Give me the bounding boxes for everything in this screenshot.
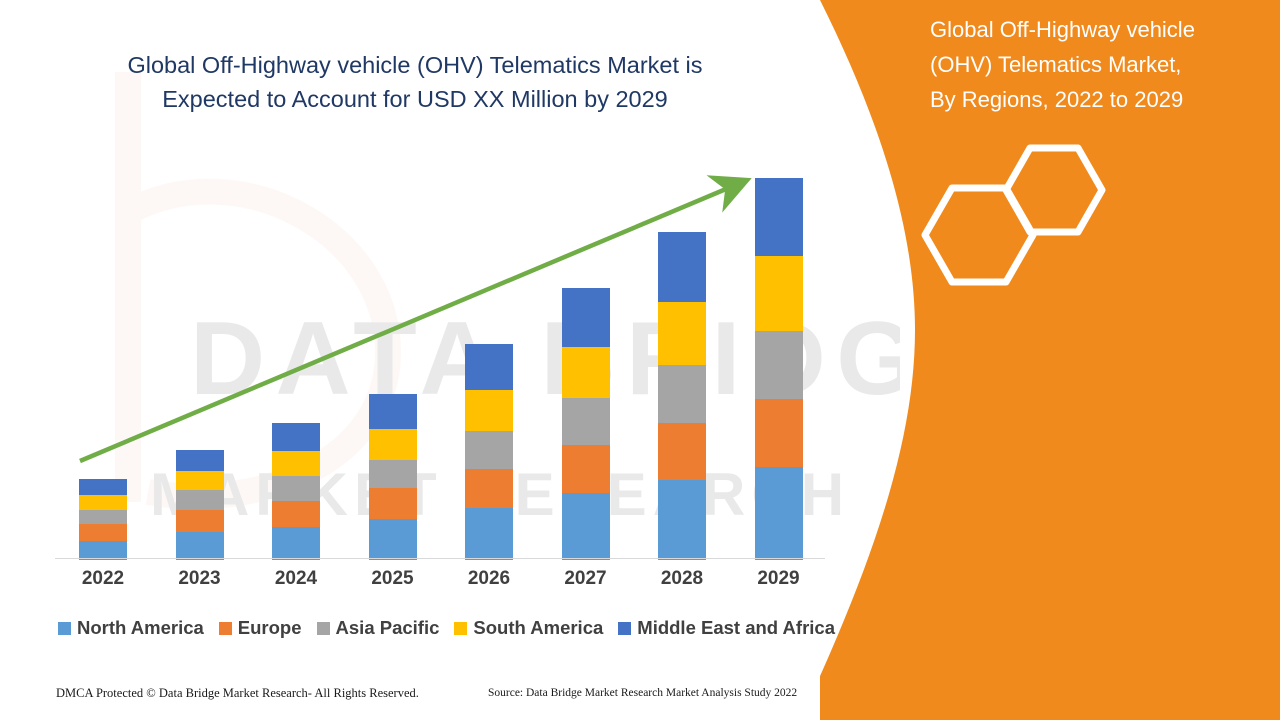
bar-segment-middle-east-and-africa-2024 <box>272 422 320 452</box>
bar-2026 <box>465 343 513 560</box>
bar-segment-south-america-2025 <box>368 428 417 460</box>
bar-segment-north-america-2028 <box>658 480 706 560</box>
bar-segment-asia-pacific-2024 <box>272 475 320 501</box>
x-axis-label-2027: 2027 <box>564 568 607 589</box>
legend-item-middle-east-and-africa[interactable]: Middle East and Africa <box>618 617 835 639</box>
legend-item-europe[interactable]: Europe <box>218 617 302 639</box>
bar-segment-north-america-2023 <box>175 532 224 560</box>
legend-swatch-asia-pacific <box>316 621 330 635</box>
bar-segment-middle-east-and-africa-2022 <box>79 479 127 496</box>
x-axis-label-2022: 2022 <box>81 568 125 589</box>
bar-segment-middle-east-and-africa-2026 <box>465 343 513 390</box>
bar-2024 <box>272 422 320 560</box>
bar-segment-middle-east-and-africa-2029 <box>754 177 803 256</box>
bar-segment-europe-2026 <box>465 468 513 508</box>
legend-item-asia-pacific[interactable]: Asia Pacific <box>316 617 440 639</box>
bar-segment-asia-pacific-2022 <box>79 509 127 525</box>
bar-segment-south-america-2029 <box>754 255 803 332</box>
x-axis-label-2028: 2028 <box>660 568 704 589</box>
dmca-notice: DMCA Protected © Data Bridge Market Rese… <box>56 686 419 700</box>
bar-2022 <box>79 479 127 560</box>
bar-segment-north-america-2029 <box>754 466 803 560</box>
bar-segment-europe-2024 <box>272 500 320 528</box>
side-panel-background <box>820 0 1280 720</box>
bar-segment-south-america-2028 <box>658 301 706 366</box>
side-panel: Global Off-Highway vehicle (OHV) Telemat… <box>820 0 1280 720</box>
bar-segment-north-america-2027 <box>561 493 610 560</box>
chart-title-line1: Global Off-Highway vehicle (OHV) Telemat… <box>127 52 703 78</box>
bar-segment-europe-2023 <box>175 509 224 533</box>
bar-segment-asia-pacific-2025 <box>368 459 417 489</box>
bar-segment-south-america-2023 <box>175 470 224 491</box>
legend-item-south-america[interactable]: South America <box>454 617 603 639</box>
bar-2028 <box>658 232 706 560</box>
side-title-line2: (OHV) Telematics Market, <box>930 52 1182 77</box>
bar-segment-europe-2022 <box>79 524 127 541</box>
legend-label-europe: Europe <box>237 617 302 638</box>
chart-panel: DATA BRIDGE MARKET RESEARCH Global Off-H… <box>55 48 900 700</box>
bar-segment-europe-2028 <box>658 422 706 481</box>
legend-swatch-middle-east-and-africa <box>618 621 632 635</box>
legend-item-north-america[interactable]: North America <box>58 617 204 639</box>
bar-segment-north-america-2022 <box>79 540 127 560</box>
legend-swatch-europe <box>218 621 232 635</box>
side-title-line1: Global Off-Highway vehicle <box>930 17 1195 42</box>
hexagon-group <box>921 144 1106 286</box>
bar-2029 <box>754 177 803 560</box>
bar-segment-asia-pacific-2026 <box>465 430 513 469</box>
hexagon-2029 <box>921 184 1037 286</box>
side-panel-title: Global Off-Highway vehicle (OHV) Telemat… <box>930 12 1260 117</box>
bar-segment-north-america-2024 <box>272 527 320 560</box>
x-axis-label-2029: 2029 <box>757 568 800 589</box>
legend-label-south-america: South America <box>473 617 604 638</box>
plot-area <box>55 150 825 560</box>
bar-segment-north-america-2026 <box>465 507 513 560</box>
bar-2023 <box>175 450 224 560</box>
bar-segment-middle-east-and-africa-2027 <box>561 288 610 347</box>
page-title: Global Off-Highway vehicle (OHV) Telemat… <box>70 48 760 116</box>
legend-label-asia-pacific: Asia Pacific <box>335 617 440 638</box>
legend-label-north-america: North America <box>77 617 204 638</box>
bar-2025 <box>368 393 417 560</box>
x-axis-line <box>55 558 825 559</box>
bar-segment-north-america-2025 <box>368 519 417 560</box>
legend-swatch-south-america <box>454 621 468 635</box>
bar-segment-south-america-2027 <box>561 346 610 399</box>
x-axis-label-2024: 2024 <box>274 568 318 589</box>
bar-segment-south-america-2026 <box>465 389 513 431</box>
bar-segment-asia-pacific-2023 <box>175 490 224 510</box>
bar-segment-middle-east-and-africa-2025 <box>368 393 417 429</box>
x-axis-label-2026: 2026 <box>467 568 511 589</box>
bar-segment-europe-2025 <box>368 488 417 519</box>
x-axis-label-2023: 2023 <box>178 568 221 589</box>
bar-segment-asia-pacific-2029 <box>754 331 803 400</box>
bar-segment-middle-east-and-africa-2028 <box>658 232 706 302</box>
bar-segment-asia-pacific-2027 <box>561 398 610 446</box>
source-note: Source: Data Bridge Market Research Mark… <box>488 687 798 699</box>
legend-swatch-north-america <box>58 621 71 635</box>
bar-segment-middle-east-and-africa-2023 <box>175 450 224 471</box>
bar-segment-europe-2029 <box>754 399 803 467</box>
x-axis-label-2025: 2025 <box>371 568 414 589</box>
bar-2027 <box>561 288 610 560</box>
bar-segment-south-america-2022 <box>79 495 127 510</box>
bar-segment-asia-pacific-2028 <box>658 365 706 423</box>
chart-title-line2: Expected to Account for USD XX Million b… <box>162 86 668 112</box>
chart-legend: North America Europe Asia Pacific South Ame… <box>58 617 835 639</box>
legend-label-middle-east-and-africa: Middle East and Africa <box>637 617 835 638</box>
bar-segment-europe-2027 <box>561 445 610 494</box>
bar-segment-south-america-2024 <box>272 451 320 476</box>
side-title-line3: By Regions, 2022 to 2029 <box>930 87 1184 112</box>
